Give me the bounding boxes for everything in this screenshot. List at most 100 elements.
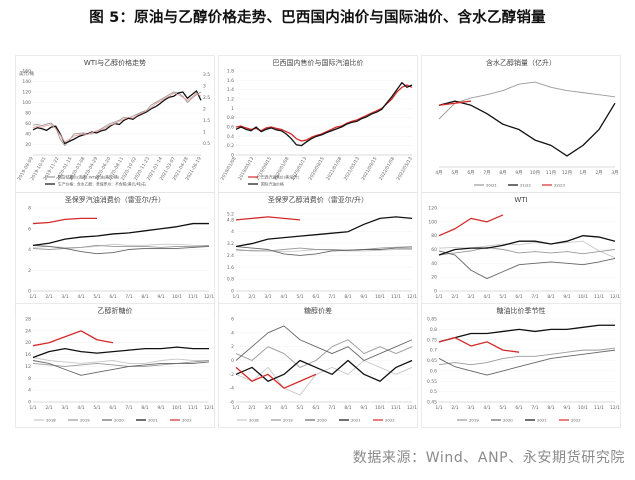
y-tick-label: 1 [231,106,234,112]
x-tick-label: 6/1 [312,294,319,300]
x-tick-label: 1/1 [232,294,239,300]
x-tick-label: 9/1 [157,405,164,411]
series-line-2018 [32,357,209,364]
x-tick-label: 11/1 [594,294,604,300]
series-line-2020 [32,244,210,255]
y-tick-label: 1.4 [227,87,234,93]
legend-label: 2022 [182,417,192,422]
y-tick-label: -2 [230,372,235,378]
x-tick-label: 11/1 [391,405,401,411]
chart-hydrous-ethanol-sales: 含水乙醇销量（亿升） 4月 5月 6月 7月 8月 9月 10月 11月 12月 1月 2月 3月 20/… [421,55,621,193]
chart-title: WTI [514,196,527,204]
series-line-unnamed [32,92,202,143]
y2-tick-label: 0.5 [203,141,210,147]
x-tick-label: 5/1 [499,405,506,411]
x-tick-label: 11/1 [188,405,198,411]
chart-title: 乙醇折糖价 [98,306,133,315]
y-tick-label: 1.2 [227,97,234,103]
y-tick-label: 120 [428,206,437,212]
chart-frame [421,303,621,428]
y-tick-label: 0.85 [427,317,437,323]
y-tick-label: 0.6 [227,125,234,131]
series-line-2021 [235,216,413,248]
x-tick-label: 3/1 [264,294,271,300]
y-tick-label: 0.2 [227,143,234,149]
x-tick-label: 2/1 [45,294,52,300]
chart-title: WTI与乙醇价格走势 [84,58,146,67]
x-tick-label: 4/1 [483,405,490,411]
y2-tick-label: 2.5 [203,95,210,101]
x-tick-label: 8/1 [141,405,148,411]
y-tick-label: 0 [231,358,234,364]
x-tick-label: 9/1 [157,294,164,300]
y-tick-label: 100 [22,100,31,106]
legend-label: 2020 [317,417,327,422]
x-tick-label: 6/1 [515,294,522,300]
x-tick-label: 4/1 [280,294,287,300]
x-tick-label: 9/1 [360,405,367,411]
y-tick-label: 6 [231,317,234,323]
series-line-2019 [438,246,616,256]
y-tick-label: 0 [28,289,31,295]
series-line-期货结算价(连续):WTI原油(美元/桶) [32,91,202,147]
y-tick-label: 20 [25,142,31,148]
series-line-2018 [32,243,210,248]
legend-label: 巴西汽油售价(美元/升) [261,174,300,179]
chart-frame [218,303,418,428]
y-tick-label: 20 [431,275,437,281]
x-tick-label: 4/1 [483,294,490,300]
series-line-国际汽油价格 [235,82,413,147]
series-line-2021 [438,235,616,256]
y-axis-label: 美元/桶 [19,70,35,77]
y-tick-label: 120 [22,90,31,96]
series-line-21/22 [438,100,616,157]
x-tick-label: 6/1 [515,405,522,411]
y-tick-label: -6 [230,400,235,406]
y-tick-label: 16 [25,352,31,358]
x-tick-label: 12/1 [407,294,417,300]
series-line-2022 [235,366,317,389]
series-line-2019 [438,347,616,366]
x-tick-label: 1/1 [435,405,442,411]
x-tick-label: 7/1 [328,405,335,411]
x-tick-label: 4/1 [77,294,84,300]
x-tick-label: 10/1 [578,405,588,411]
x-tick-label: 8月 [499,170,506,176]
series-line-2020 [235,246,412,256]
x-tick-label: 12月 [562,170,572,176]
chart-sugar-oil-ratio: 糖油比价季节性 0.45 0.5 0.55 0.6 0.65 0.7 0.75 0.8 0.85 1… [421,303,621,428]
legend-label: 2019 [80,417,90,422]
x-tick-label: 2/1 [451,294,458,300]
y-tick-label: 12 [25,364,31,370]
legend-label: 2019 [283,417,293,422]
y-tick-label: 80 [25,111,31,117]
legend-label: 21/22 [520,182,532,187]
y-tick-label: 2 [231,344,234,350]
y-tick-label: 4 [28,247,31,253]
x-tick-label: 10/1 [172,294,182,300]
legend-label: 生产价格：含水乙醇：圣保罗州：不含税(美元/吨)右 [58,181,146,186]
legend-label: 国际汽油价格 [261,181,284,186]
x-tick-label: 4/1 [280,405,287,411]
x-tick-label: 10/1 [172,405,182,411]
x-tick-label: 7/1 [125,405,132,411]
series-line-2021 [32,346,209,359]
legend-label: 2019 [469,417,479,422]
x-tick-label: 1/1 [29,294,36,300]
x-tick-label: 5/1 [499,294,506,300]
x-tick-label: 6/1 [109,294,116,300]
chart-title: 含水乙醇销量（亿升） [486,58,556,67]
y-tick-label: 160 [22,69,31,75]
y-tick-label: 0.45 [427,400,437,406]
x-tick-label: 11月 [546,170,556,176]
legend-label: 期货结算价(连续):WTI原油(美元/桶) [58,174,120,179]
chart-frame [421,55,621,193]
legend-label: 2022 [385,417,395,422]
y2-tick-label: 3 [203,83,206,89]
legend-label: 2020 [503,417,513,422]
x-tick-label: 3/1 [61,405,68,411]
legend-label: 22/23 [554,182,566,187]
x-tick-label: 9/1 [360,294,367,300]
y-tick-label: 8 [28,376,31,382]
chart-sp-gasoline-price: 圣保罗汽油消费价（雷亚尔/升） 0 2 4 6 8 1/1 2/1 3/1 4/1 5/1 6/1 7/… [15,192,215,317]
